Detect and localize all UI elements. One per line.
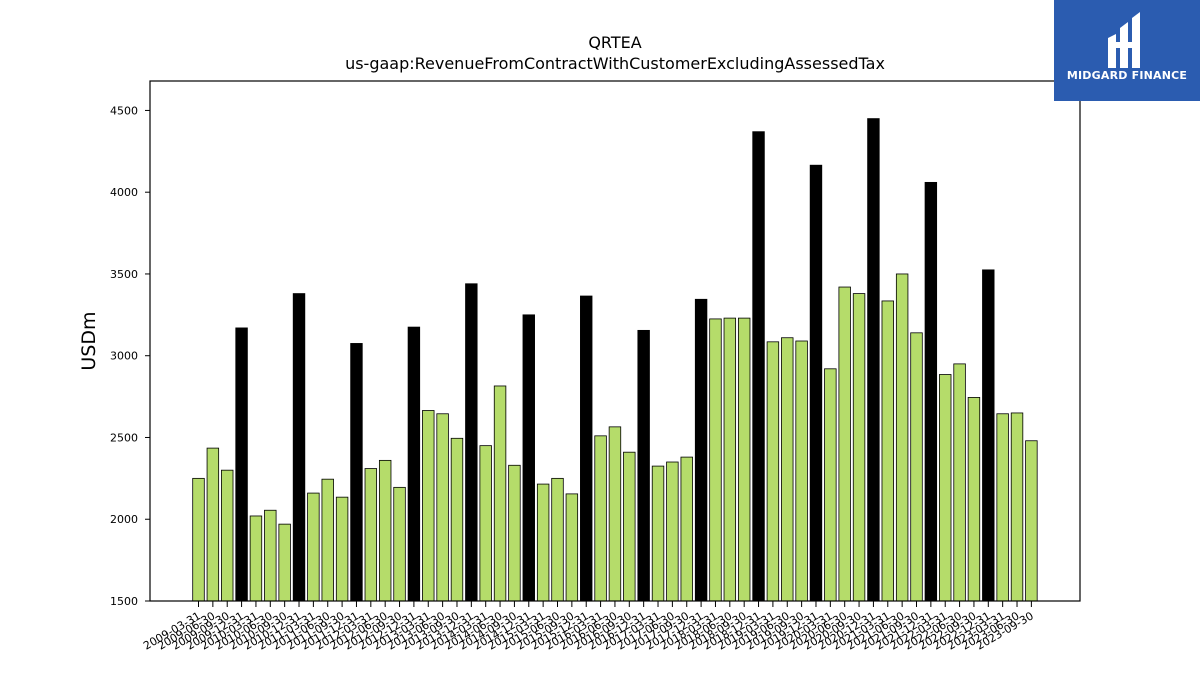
y-tick-label: 2500 <box>110 431 138 444</box>
bar-2022-06-30 <box>953 363 966 602</box>
bar-2012-09-30 <box>393 486 406 602</box>
bar-2017-12-31 <box>694 298 708 602</box>
y-tick-label: 4500 <box>110 104 138 117</box>
bar-2009-06-30 <box>206 447 220 602</box>
bar-2023-03-31 <box>996 413 1009 602</box>
bar-2022-12-31 <box>982 269 995 602</box>
bar-2009-12-31 <box>235 327 248 602</box>
bar-2011-12-31 <box>350 343 363 602</box>
bar-2009-03-31 <box>192 477 205 602</box>
bar-2013-06-30 <box>436 413 449 602</box>
bar-2020-12-31 <box>867 118 880 602</box>
bar-2012-12-31 <box>407 326 421 602</box>
bar-2021-09-30 <box>910 332 923 602</box>
bars-layer <box>192 118 1038 602</box>
bar-2018-09-30 <box>737 317 751 602</box>
bar-2015-06-30 <box>551 477 564 602</box>
bar-2012-06-30 <box>378 459 392 602</box>
bar-2015-09-30 <box>565 493 579 602</box>
bar-2013-09-30 <box>450 437 464 602</box>
y-tick-label: 2000 <box>110 513 138 526</box>
x-axis: 2009-03-312009-06-302009-09-302009-12-31… <box>141 601 1036 653</box>
bar-2021-03-31 <box>881 300 894 602</box>
bar-2010-06-30 <box>264 509 277 602</box>
bar-2010-09-30 <box>278 523 291 602</box>
bar-2018-03-31 <box>709 318 722 602</box>
bar-2014-09-30 <box>508 464 521 602</box>
bar-2011-06-30 <box>321 478 334 602</box>
bar-2009-09-30 <box>221 469 234 602</box>
bar-2020-06-30 <box>838 286 851 602</box>
bar-2016-03-31 <box>594 435 607 602</box>
bar-2022-03-31 <box>939 374 952 602</box>
bar-2020-09-30 <box>852 293 866 602</box>
bar-2015-12-31 <box>580 295 593 602</box>
bar-2013-12-31 <box>465 283 478 602</box>
bar-2011-03-31 <box>307 492 320 602</box>
chart-subtitle: us-gaap:RevenueFromContractWithCustomerE… <box>345 54 885 73</box>
bar-2017-09-30 <box>680 456 693 602</box>
bar-2018-12-31 <box>752 131 765 602</box>
bar-2014-03-31 <box>479 445 492 602</box>
y-axis-label: USDm <box>78 311 100 370</box>
bar-2021-12-31 <box>924 181 938 602</box>
bar-2010-03-31 <box>249 515 263 602</box>
bar-2016-09-30 <box>623 451 636 602</box>
chart-title: QRTEA <box>588 33 642 52</box>
y-tick-label: 1500 <box>110 595 138 608</box>
bar-2017-03-31 <box>651 465 665 602</box>
bar-2016-12-31 <box>637 329 650 602</box>
bar-2019-06-30 <box>781 337 794 602</box>
bar-2016-06-30 <box>608 426 622 602</box>
midgard-logo: MIDGARD FINANCE <box>1054 0 1200 101</box>
bar-2018-06-30 <box>723 317 737 602</box>
bar-2019-12-31 <box>809 164 823 602</box>
y-tick-label: 3000 <box>110 350 138 363</box>
bar-2019-09-30 <box>795 340 808 602</box>
y-tick-label: 3500 <box>110 268 138 281</box>
bar-2012-03-31 <box>364 468 378 602</box>
midgard-logo-icon <box>1108 12 1140 68</box>
bar-2023-06-30 <box>1010 412 1024 602</box>
bar-2015-03-31 <box>536 483 550 602</box>
y-tick-label: 4000 <box>110 186 138 199</box>
bar-2021-06-30 <box>895 273 909 602</box>
bar-2023-09-30 <box>1025 440 1038 602</box>
bar-2014-06-30 <box>493 385 507 602</box>
bar-2013-03-31 <box>422 410 435 602</box>
logo-text: MIDGARD FINANCE <box>1066 69 1188 82</box>
bar-2011-09-30 <box>335 496 349 602</box>
bar-2022-09-30 <box>967 397 981 602</box>
bar-2014-12-31 <box>522 314 535 602</box>
bar-2017-06-30 <box>666 461 679 602</box>
bar-2020-03-31 <box>824 368 837 602</box>
bar-2010-12-31 <box>292 293 306 602</box>
bar-2019-03-31 <box>766 341 780 602</box>
y-axis: 1500 2000 2500 3000 3500 4000 4500 <box>110 104 150 608</box>
